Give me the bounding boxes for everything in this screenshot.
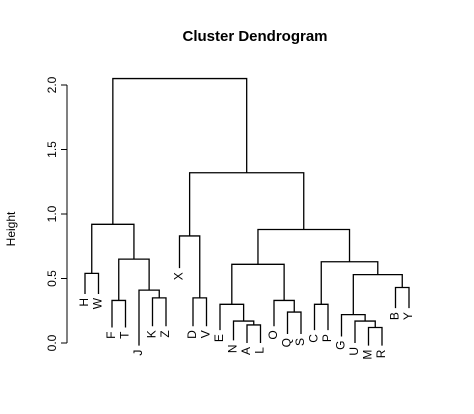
dendrogram-branch	[111, 299, 127, 328]
leaf-label: M	[361, 350, 375, 360]
dendrogram-branches	[84, 77, 410, 346]
leaf-label: Z	[158, 330, 172, 337]
leaf-label: U	[347, 347, 361, 356]
dendrogram-branch	[394, 286, 410, 309]
leaf-label: E	[212, 334, 226, 342]
dendrogram-branch	[188, 172, 305, 236]
dendrogram-branch	[232, 320, 255, 341]
leaf-label: V	[199, 330, 213, 338]
leaf-label: W	[91, 297, 105, 309]
leaf-label: X	[172, 272, 186, 280]
y-tick-label: 0.5	[45, 270, 59, 287]
dendrogram-branch	[118, 258, 150, 301]
leaf-label: A	[239, 347, 253, 355]
dendrogram-branch	[91, 223, 135, 274]
dendrogram-branch	[340, 313, 366, 337]
dendrogram-branch	[273, 299, 295, 327]
leaf-label: Q	[280, 338, 294, 347]
leaf-label: K	[145, 330, 159, 338]
dendrogram-branch	[151, 297, 167, 327]
dendrogram-branch	[313, 303, 329, 331]
leaf-label: O	[266, 330, 280, 339]
dendrogram-branch	[320, 261, 379, 305]
leaf-label: P	[320, 334, 334, 342]
leaf-label: H	[77, 298, 91, 307]
leaf-label: J	[131, 350, 145, 356]
dendrogram-branch	[192, 297, 208, 327]
dendrogram-branch	[112, 77, 248, 225]
leaf-labels: H W F T J K Z X D V EN A L OQ S C PGU M R B Y	[77, 272, 415, 359]
y-tick-label: 1.0	[45, 205, 59, 222]
dendrogram-branch	[178, 235, 201, 298]
dendrogram-branch	[231, 263, 285, 305]
y-tick-label: 0.0	[45, 334, 59, 351]
y-tick-label: 1.5	[45, 141, 59, 158]
leaf-label: B	[388, 312, 402, 320]
leaf-label: S	[293, 338, 307, 346]
y-tick-label: 2.0	[45, 76, 59, 93]
dendrogram-branch	[367, 326, 383, 346]
leaf-label: N	[226, 344, 240, 353]
leaf-label: T	[118, 331, 132, 339]
dendrogram-branch	[219, 303, 245, 331]
leaf-label: L	[253, 347, 267, 354]
leaf-label: F	[104, 332, 118, 339]
y-axis-label: Height	[4, 211, 18, 246]
dendrogram-branch	[257, 228, 351, 265]
leaf-label: G	[334, 341, 348, 350]
leaf-label: Y	[401, 312, 415, 320]
chart-title: Cluster Dendrogram	[182, 28, 327, 45]
dendrogram-branch	[286, 311, 302, 334]
leaf-label: C	[307, 334, 321, 343]
dendrogram-branch	[354, 320, 376, 343]
y-axis: 0.0 0.5 1.0 1.5 2.0	[45, 76, 68, 351]
leaf-label: R	[374, 349, 388, 358]
dendrogram-branch	[246, 324, 262, 343]
leaf-label: D	[185, 330, 199, 339]
dendrogram-branch	[84, 272, 100, 294]
